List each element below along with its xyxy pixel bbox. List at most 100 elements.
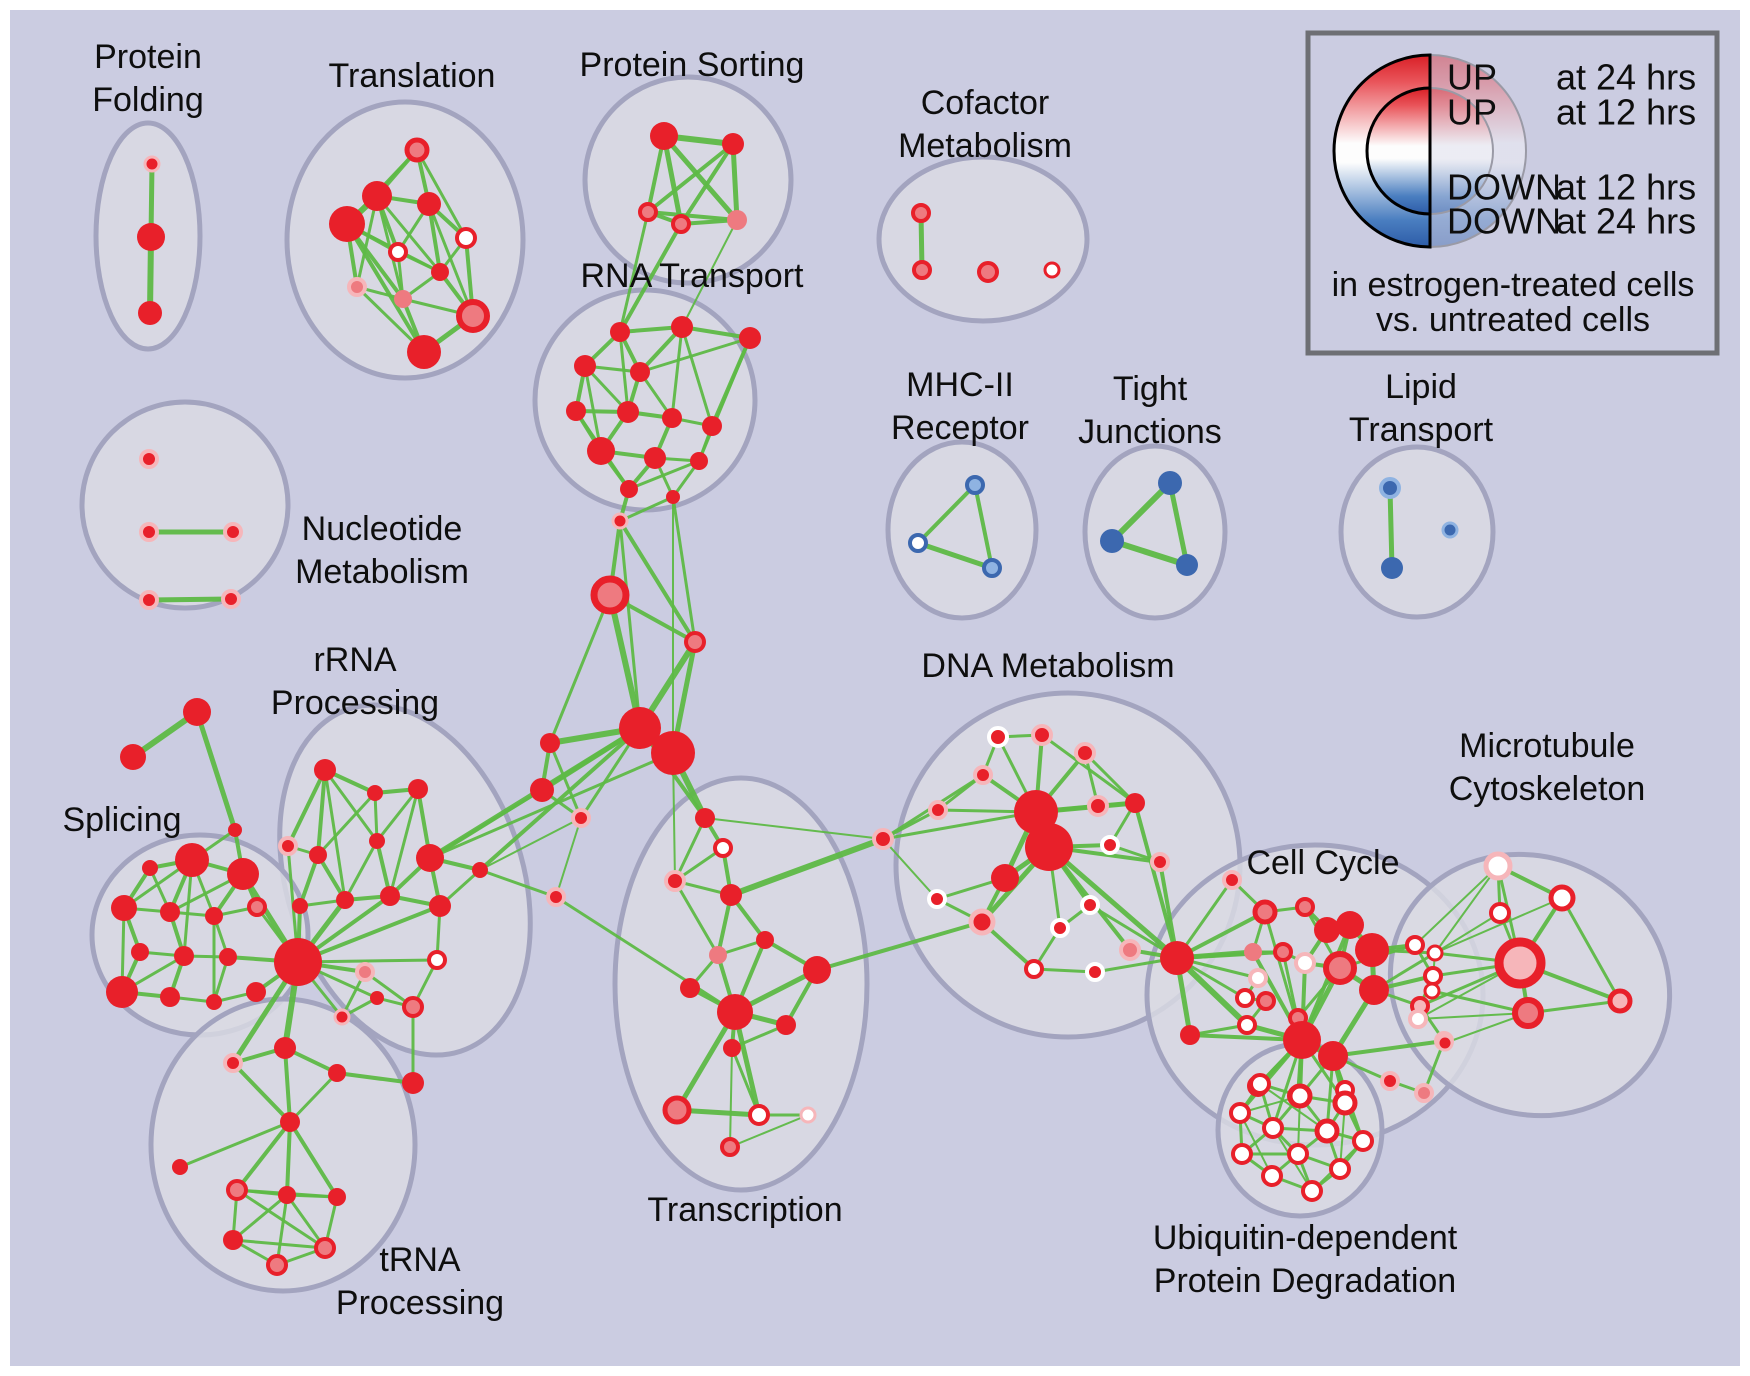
cluster-label-nucleotide-metabolism-line2: Metabolism bbox=[295, 553, 469, 591]
gene-node-tr8 bbox=[278, 1186, 296, 1204]
cluster-label-lipid-transport-line1: Lipid bbox=[1385, 368, 1457, 406]
edge-tx9-tx12 bbox=[674, 1009, 738, 1113]
edge-tj1-tj2 bbox=[1109, 480, 1173, 544]
gene-node-tr3 bbox=[328, 1064, 346, 1082]
gene-node-mc7 bbox=[1607, 988, 1633, 1014]
gene-node-mh1 bbox=[965, 475, 985, 495]
gene-node-dm3 bbox=[1074, 742, 1096, 764]
gene-node-ub9 bbox=[1287, 1143, 1309, 1165]
cluster-label-transcription-line1: Transcription bbox=[647, 1191, 842, 1229]
gene-node-cc17 bbox=[1318, 1041, 1348, 1071]
edge-ps1-ps5 bbox=[661, 133, 740, 223]
gene-node-tl8 bbox=[431, 263, 449, 281]
gene-node-rr16 bbox=[370, 991, 384, 1005]
edge-cc17-cc25 bbox=[1331, 1039, 1446, 1058]
gene-node-cc7 bbox=[1273, 942, 1293, 962]
gene-node-mc5 bbox=[1494, 937, 1546, 989]
edge-mc9-mc8 bbox=[1417, 1012, 1529, 1020]
gene-node-tg2 bbox=[120, 744, 146, 770]
gene-node-dm14 bbox=[968, 908, 996, 936]
cluster-label-protein-sorting-line1: Protein Sorting bbox=[580, 46, 805, 84]
gene-node-lk3 bbox=[571, 808, 591, 828]
gene-node-mc8 bbox=[1512, 997, 1544, 1029]
network-nodes bbox=[106, 122, 1633, 1276]
cluster-label-dna-metabolism-line1: DNA Metabolism bbox=[921, 647, 1174, 685]
gene-node-bridge bbox=[872, 828, 894, 850]
edge-lk3-rr8 bbox=[479, 817, 582, 871]
edge-lt1-lt2 bbox=[1387, 485, 1395, 571]
edge-bridge-dm8 bbox=[881, 810, 1038, 841]
gene-node-cc5 bbox=[1355, 933, 1389, 967]
gene-node-cc6 bbox=[1244, 943, 1262, 961]
cluster-label-rrna-processing-line1: rRNA bbox=[313, 641, 396, 679]
cluster-label-nucleotide-metabolism-line1: Nucleotide bbox=[302, 510, 463, 548]
gene-node-tl10 bbox=[456, 299, 490, 333]
gene-node-rt1 bbox=[610, 322, 630, 342]
gene-node-pf3 bbox=[138, 301, 162, 325]
edge-tg1-tg3 bbox=[194, 709, 238, 833]
gene-node-sp13 bbox=[206, 994, 222, 1010]
cluster-label-cell-cycle-line1: Cell Cycle bbox=[1246, 844, 1399, 882]
gene-node-cc10 bbox=[1359, 975, 1389, 1005]
gene-node-tr7 bbox=[226, 1179, 248, 1201]
edge-tl2-tl7 bbox=[355, 194, 379, 289]
edge-tr5-tr6 bbox=[178, 1120, 292, 1169]
gene-node-dm13 bbox=[927, 889, 947, 909]
gene-node-cc1 bbox=[1252, 899, 1278, 925]
gene-node-nm2 bbox=[139, 522, 159, 542]
gene-node-dm4 bbox=[973, 765, 993, 785]
edge-tr5-tr8 bbox=[285, 1120, 292, 1197]
gene-node-dm19 bbox=[1085, 962, 1105, 982]
edge-tj1-tj3 bbox=[1167, 480, 1190, 568]
gene-node-lt3 bbox=[1441, 521, 1459, 539]
gene-node-rt4 bbox=[630, 362, 650, 382]
edge-ps1-ps4 bbox=[661, 133, 684, 227]
gene-node-cc13 bbox=[1256, 991, 1276, 1011]
gene-node-dm12 bbox=[1150, 852, 1170, 872]
gene-node-rt2 bbox=[671, 316, 693, 338]
edge-tj2-tj3 bbox=[1109, 538, 1190, 568]
gene-node-dm16 bbox=[1050, 918, 1070, 938]
gene-node-ch1 bbox=[611, 512, 629, 530]
edge-tx4-bridge bbox=[728, 836, 886, 898]
edge-tx3-tx6 bbox=[673, 879, 720, 957]
edge-tx7-dm14 bbox=[815, 920, 984, 972]
edge-mh2-mh3 bbox=[915, 540, 995, 571]
gene-node-rr14 bbox=[355, 962, 375, 982]
gene-node-cc0 bbox=[1222, 870, 1242, 890]
gene-node-nm3 bbox=[223, 522, 243, 542]
edge-ps3-ps5 bbox=[646, 210, 739, 222]
gene-node-ps1 bbox=[650, 122, 678, 150]
gene-node-cc3 bbox=[1314, 917, 1340, 943]
gene-node-ub5 bbox=[1262, 1117, 1284, 1139]
gene-node-sp9 bbox=[174, 946, 194, 966]
gene-node-rr17 bbox=[333, 1008, 351, 1026]
gene-node-cf4 bbox=[1043, 261, 1061, 279]
edge-rr1-rr6 bbox=[323, 768, 379, 843]
gene-node-rt12 bbox=[690, 452, 708, 470]
cluster-label-rna-transport-line1: RNA Transport bbox=[581, 257, 805, 295]
gene-node-tr6 bbox=[172, 1159, 188, 1175]
gene-node-sp7 bbox=[247, 897, 267, 917]
gene-node-tg3 bbox=[228, 823, 242, 837]
gene-node-cc18 bbox=[1180, 1025, 1200, 1045]
gene-node-ub7 bbox=[1352, 1130, 1374, 1152]
edge-tr10-tr11 bbox=[231, 1238, 327, 1250]
gene-node-rr1 bbox=[314, 759, 336, 781]
edge-rt1-rt7 bbox=[618, 330, 630, 414]
gene-node-tg1 bbox=[183, 698, 211, 726]
gene-node-dm2 bbox=[1031, 724, 1053, 746]
gene-node-dmhub bbox=[1160, 941, 1194, 975]
edge-lk1-ch3 bbox=[548, 593, 612, 745]
gene-node-rt3 bbox=[574, 355, 596, 377]
gene-node-mc6 bbox=[1423, 982, 1441, 1000]
edge-rr1-rr5 bbox=[316, 768, 327, 857]
gene-node-cf2 bbox=[912, 260, 932, 280]
gene-node-cc12 bbox=[1235, 988, 1255, 1008]
cluster-region-transcription bbox=[612, 775, 870, 1193]
gene-node-tx4 bbox=[720, 884, 742, 906]
gene-node-rr5 bbox=[309, 846, 327, 864]
legend-time-1: at 24 hrs bbox=[1556, 57, 1696, 98]
